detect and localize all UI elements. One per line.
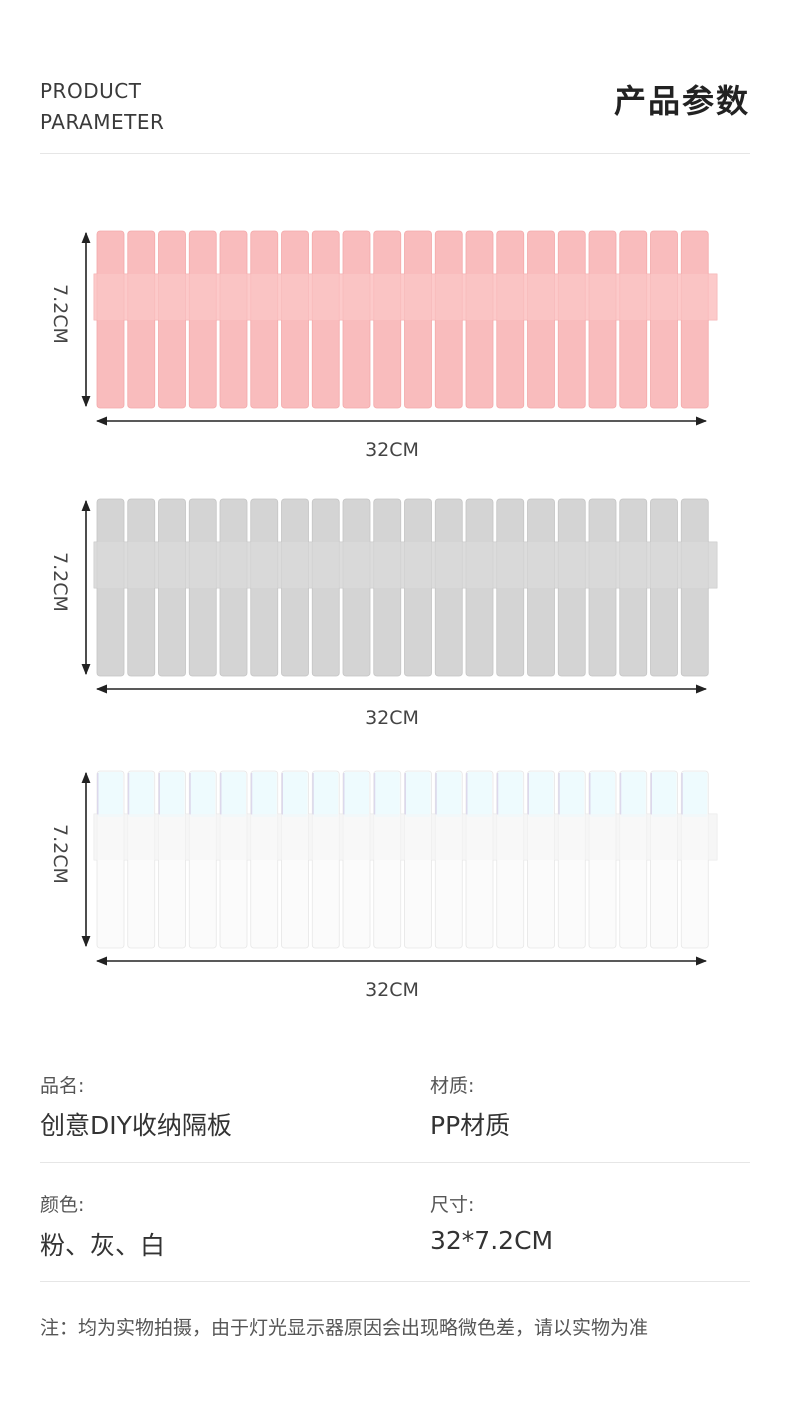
slat-highlight (313, 772, 339, 817)
slat-highlight (251, 772, 277, 817)
slat-highlight (528, 772, 554, 817)
height-dimension-label: 7.2CM (49, 824, 71, 884)
slat-edge-tint (435, 773, 437, 815)
slat-highlight (497, 772, 523, 817)
color-label: 颜色: (40, 1194, 85, 1216)
slat-edge-tint (343, 773, 345, 815)
slat-highlight (98, 772, 123, 817)
connector-band-overlay (94, 814, 717, 860)
width-dimension-label: 32CM (365, 707, 419, 729)
slat-edge-tint (97, 773, 99, 815)
connector-band-overlay (94, 542, 717, 588)
divider-illustration-gray (81, 498, 718, 694)
slat-edge-tint (527, 773, 529, 815)
page-title: 产品参数 (613, 82, 750, 120)
slat-highlight (282, 772, 308, 817)
header-english-line2: PARAMETER (40, 110, 165, 134)
slat-highlight (128, 772, 154, 817)
slat-edge-tint (558, 773, 560, 815)
color-value: 粉、灰、白 (40, 1231, 166, 1260)
slat-edge-tint (127, 773, 130, 815)
product-name-label: 品名: (40, 1075, 85, 1097)
size-value: 32*7.2CM (430, 1226, 554, 1255)
divider-illustration-pink (81, 230, 718, 426)
slat-edge-tint (220, 773, 222, 815)
slat-highlight (190, 772, 216, 817)
slat-edge-tint (496, 773, 499, 815)
material-label: 材质: (430, 1075, 475, 1097)
slat-edge-tint (404, 773, 406, 815)
product-panel-white: 7.2CM 32CM (0, 760, 790, 1010)
slat-highlight (159, 772, 185, 817)
slat-edge-tint (589, 773, 591, 815)
slat-edge-tint (158, 773, 160, 815)
slat-highlight (467, 772, 492, 817)
slat-edge-tint (466, 773, 468, 815)
width-dimension-label: 32CM (365, 439, 419, 461)
disclaimer-note: 注：均为实物拍摄，由于灯光显示器原因会出现略微色差，请以实物为准 (40, 1317, 649, 1339)
height-dimension-label: 7.2CM (49, 284, 71, 344)
slat-highlight (436, 772, 462, 817)
header-divider (40, 153, 750, 154)
product-panel-gray: 7.2CM 32CM (0, 488, 790, 738)
slat-highlight (620, 772, 646, 817)
slat-highlight (590, 772, 615, 817)
width-dimension-label: 32CM (365, 979, 419, 1001)
slat-highlight (559, 772, 585, 817)
slat-edge-tint (281, 773, 283, 815)
slat-highlight (651, 772, 677, 817)
slat-edge-tint (650, 773, 652, 815)
connector-band-overlay (94, 274, 717, 320)
size-label: 尺寸: (430, 1194, 475, 1216)
slat-edge-tint (681, 773, 683, 815)
product-name-value: 创意DIY收纳隔板 (40, 1111, 232, 1140)
spec-divider (40, 1281, 750, 1282)
slat-highlight (374, 772, 400, 817)
spec-divider (40, 1162, 750, 1163)
slat-edge-tint (373, 773, 376, 815)
header-english-line1: PRODUCT (40, 79, 142, 103)
product-panel-pink: 7.2CM 32CM (0, 220, 790, 470)
slat-edge-tint (619, 773, 622, 815)
divider-illustration-white (81, 770, 718, 966)
slat-edge-tint (189, 773, 191, 815)
header-english: PRODUCT PARAMETER (40, 76, 164, 138)
height-dimension-label: 7.2CM (49, 552, 71, 612)
material-value: PP材质 (430, 1111, 511, 1140)
slat-edge-tint (312, 773, 314, 815)
slat-highlight (344, 772, 369, 817)
slat-highlight (221, 772, 246, 817)
slat-highlight (405, 772, 431, 817)
slat-highlight (682, 772, 708, 817)
slat-edge-tint (250, 773, 253, 815)
